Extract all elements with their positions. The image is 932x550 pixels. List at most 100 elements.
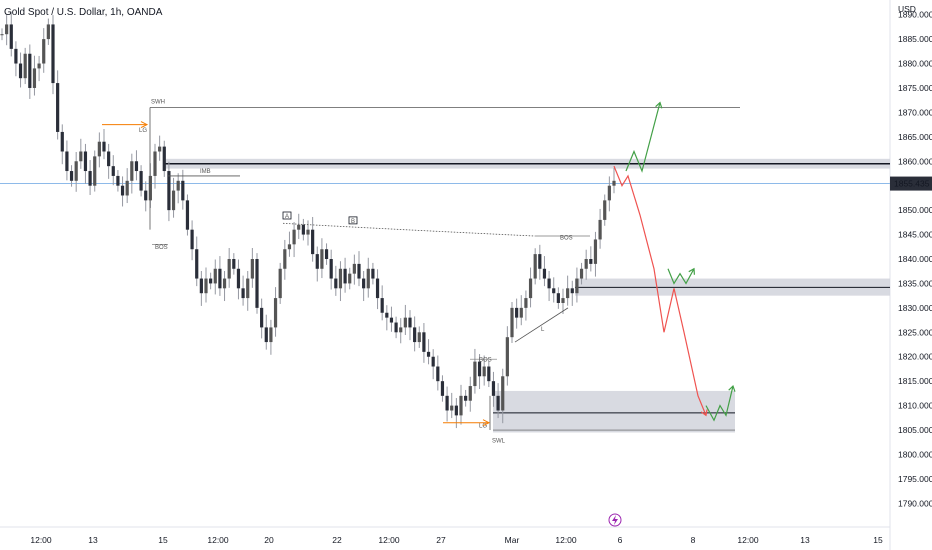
candle-body (394, 322, 398, 333)
candle-body (171, 190, 176, 211)
candle-body (28, 53, 32, 88)
candle-body (79, 151, 83, 162)
candle-body (32, 68, 37, 88)
projection-bullish-mid-head (688, 267, 695, 275)
candle-body (134, 161, 139, 172)
candle-body (515, 307, 519, 318)
lg-label: LG (139, 128, 147, 134)
candle-body (556, 293, 560, 303)
candle-body (60, 131, 64, 152)
candle-body (273, 298, 278, 328)
bos-label: BOS (155, 245, 168, 251)
candle-body (176, 180, 180, 191)
candle-body (83, 151, 88, 172)
y-tick-label: 1840.000 (898, 254, 932, 264)
candle-body (482, 366, 486, 377)
candle-body (162, 146, 166, 172)
candle-body (528, 278, 533, 299)
candle-body (348, 273, 352, 284)
candle-body (408, 317, 412, 328)
candle-body (153, 151, 157, 176)
x-tick-label: 12:00 (737, 535, 759, 545)
candle-body (125, 180, 129, 196)
candle-body (255, 259, 259, 308)
current-price-badge (890, 176, 932, 191)
candle-body (491, 381, 496, 396)
y-tick-label: 1880.000 (898, 59, 932, 69)
candle-body (23, 53, 27, 79)
candle-body (97, 141, 101, 157)
candle-body (579, 268, 584, 279)
candle-body (477, 361, 482, 377)
candle-body (241, 288, 245, 299)
candle-body (403, 317, 407, 328)
candle-body (385, 312, 389, 318)
projection-bullish-top-head (655, 101, 663, 109)
candle-body (107, 151, 111, 167)
candle-body (306, 229, 310, 235)
x-tick-label: 12:00 (30, 535, 52, 545)
candle-body (88, 171, 92, 186)
candle-body (422, 332, 426, 352)
candle-body (533, 254, 537, 279)
candle-body (0, 34, 4, 36)
candle-body (501, 376, 505, 411)
candle-body (195, 249, 199, 279)
candle-body (311, 229, 315, 255)
candle-body (287, 244, 292, 250)
lightning-icon-glyph (612, 515, 618, 525)
candle-body (283, 249, 287, 269)
candle-body (213, 268, 217, 284)
candle-body (264, 327, 268, 343)
y-tick-label: 1825.000 (898, 327, 932, 337)
lg-arrow-head (482, 419, 491, 427)
bos-label: BOS (479, 358, 492, 364)
y-tick-label: 1805.000 (898, 425, 932, 435)
candle-body (362, 278, 366, 289)
x-tick-label: 20 (264, 535, 274, 545)
candle-body (199, 278, 203, 294)
marker-box (282, 211, 292, 220)
y-tick-label: 1790.000 (898, 498, 932, 508)
imb-label: IMB (200, 169, 211, 175)
y-tick-label: 1860.000 (898, 156, 932, 166)
candle-body (352, 263, 356, 274)
price-axis-currency: USD (898, 4, 916, 14)
candle-body (584, 259, 588, 269)
candle-body (181, 180, 185, 201)
candle-body (357, 263, 361, 279)
candle-body (589, 259, 593, 264)
candle-body (315, 254, 319, 269)
chart-title: Gold Spot / U.S. Dollar, 1h, OANDA (4, 7, 163, 18)
candle-body (366, 268, 370, 289)
trendline (282, 222, 536, 237)
x-tick-label: 12:00 (378, 535, 400, 545)
candle-body (204, 278, 208, 294)
lg-label: LG (479, 424, 487, 430)
candle-body (14, 48, 18, 64)
candle-body (505, 337, 509, 377)
candle-body (324, 249, 329, 259)
candle-body (440, 381, 445, 396)
candle-body (292, 229, 296, 245)
projection-bullish-low (705, 385, 734, 422)
candle-body (185, 200, 190, 230)
y-tick-label: 1810.000 (898, 401, 932, 411)
lg-arrow-head (140, 121, 149, 129)
candle-body (413, 327, 417, 343)
y-tick-label: 1865.000 (898, 132, 932, 142)
y-tick-label: 1830.000 (898, 303, 932, 313)
candle-body (218, 268, 222, 289)
y-tick-label: 1850.000 (898, 205, 932, 215)
candle-body (190, 229, 194, 250)
y-tick-label: 1890.000 (898, 10, 932, 20)
y-tick-label: 1870.000 (898, 107, 932, 117)
y-tick-label: 1885.000 (898, 34, 932, 44)
projection-bullish-low-head (728, 384, 736, 392)
candle-body (334, 278, 338, 289)
candle-body (454, 405, 458, 416)
candle-body (510, 307, 514, 338)
candle-body (426, 351, 431, 357)
current-price-label: 1855.435 (894, 179, 930, 189)
